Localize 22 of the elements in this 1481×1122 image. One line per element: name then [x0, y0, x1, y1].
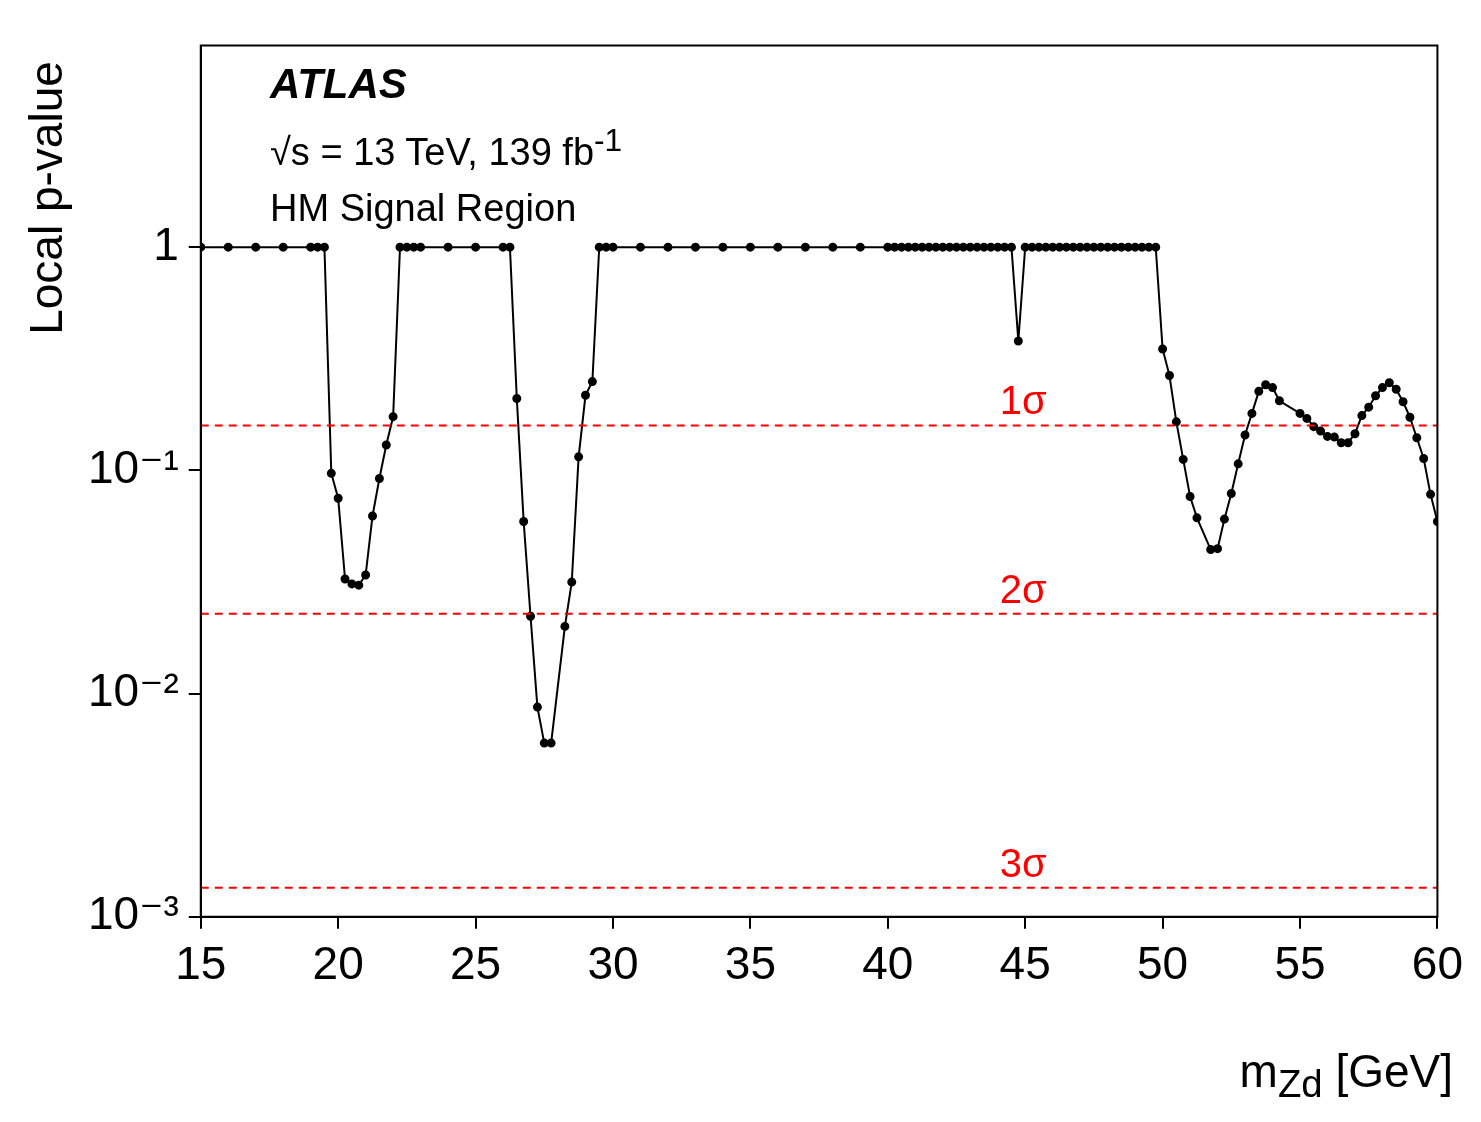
x-tick-label: 60 — [1411, 937, 1463, 990]
ref-line-label: 1σ — [999, 378, 1047, 423]
x-tick-label: 30 — [587, 937, 639, 990]
y-tick-label: 10⁻² — [88, 664, 179, 717]
annotation: √s = 13 TeV, 139 fb$^{-1}$ — [270, 121, 623, 175]
x-tick-label: 40 — [862, 937, 914, 990]
annotation: HM Signal Region — [270, 185, 578, 231]
y-tick-label: 10⁻¹ — [88, 441, 179, 494]
x-tick-label: 45 — [999, 937, 1051, 990]
ref-line-label: 3σ — [999, 840, 1047, 885]
x-axis-title: m$_{Zd}$ [GeV] — [1239, 1043, 1453, 1106]
x-tick-label: 25 — [449, 937, 502, 990]
y-tick-label: 10⁻³ — [88, 887, 179, 940]
y-tick-label: 1 — [153, 217, 179, 270]
annotation: ATLAS — [270, 59, 408, 109]
x-tick-label: 55 — [1274, 937, 1326, 990]
x-tick-label: 15 — [175, 937, 227, 990]
x-tick-label: 35 — [724, 937, 776, 990]
y-axis-title: Local p-value — [19, 61, 73, 335]
x-tick-label: 20 — [312, 937, 364, 990]
ref-line-label: 2σ — [999, 566, 1047, 611]
x-tick-label: 50 — [1137, 937, 1189, 990]
